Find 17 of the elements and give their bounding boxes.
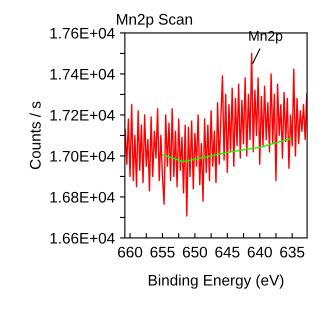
x-tick-label: 640 (248, 246, 272, 258)
x-tick-label: 660 (118, 246, 142, 258)
x-tick-label: 650 (182, 246, 208, 258)
y-tick-label: 1.70E+04 (50, 150, 115, 162)
y-tick-label: 1.68E+04 (50, 192, 115, 203)
x-axis-title: Binding Energy (eV) (148, 274, 284, 289)
x-tick-label: 645 (215, 246, 240, 258)
x-tick-label: 635 (280, 246, 304, 258)
y-tick-label: 1.66E+04 (50, 232, 115, 244)
y-tick-label: 1.74E+04 (50, 68, 115, 80)
y-tick-label: 1.72E+04 (50, 110, 115, 121)
chart-title: Mn2p Scan (117, 14, 192, 28)
y-tick-label: 1.76E+04 (50, 28, 115, 39)
line-series (124, 52, 308, 217)
y-axis-title: Counts / s (30, 102, 41, 170)
line-series (162, 138, 292, 162)
x-tick-label: 655 (150, 246, 175, 258)
